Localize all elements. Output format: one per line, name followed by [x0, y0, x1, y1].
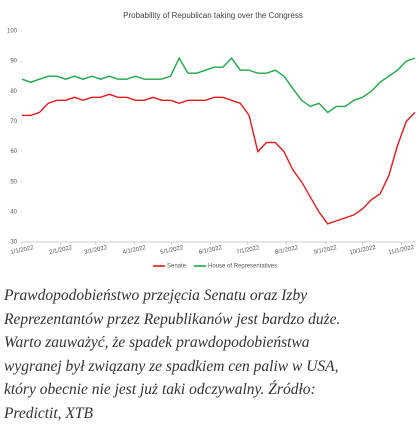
x-tick-label: 7/1/2022 — [236, 245, 261, 256]
x-tick-label: 8/1/2022 — [275, 245, 300, 256]
series-line — [22, 93, 416, 225]
x-tick-label: 6/1/2022 — [198, 245, 223, 256]
caption-line: który obecnie nie jest już taki odczywal… — [4, 381, 316, 398]
chart: Probability of Republican taking over th… — [7, 11, 416, 270]
y-tick-label: 90 — [10, 59, 17, 65]
series-line — [21, 56, 416, 114]
caption: Prawdopodobieństwo przejęcia Senatu oraz… — [4, 284, 419, 425]
y-tick-label: 70 — [10, 119, 17, 125]
caption-line: Predictit, XTB — [4, 404, 93, 422]
caption-line: Prawdopodobieństwo przejęcia Senatu oraz… — [4, 287, 308, 304]
y-tick-label: 40 — [10, 209, 17, 215]
x-tick-label: 3/1/2022 — [84, 245, 109, 256]
x-tick-label: 2/1/2022 — [49, 245, 74, 256]
x-tick-label: 4/1/2022 — [122, 245, 147, 256]
caption-line: wygranej był związany ze spadkiem cen pa… — [4, 357, 339, 375]
caption-line: Warto zauważyć, że spadek prawdopodobień… — [4, 334, 310, 351]
x-tick-label: 5/1/2022 — [160, 245, 185, 256]
y-tick-label: 30 — [10, 240, 17, 246]
y-tick-label: 80 — [10, 89, 17, 95]
caption-line: Reprezentantów przez Republikanów jest b… — [4, 310, 341, 328]
y-tick-label: 50 — [10, 179, 17, 185]
y-tick-label: 60 — [10, 149, 17, 155]
x-tick-label: 11/1/2022 — [388, 245, 416, 256]
x-tick-label: 9/1/2022 — [313, 245, 338, 256]
x-tick-label: 1/1/2022 — [10, 245, 35, 256]
legend-label: House of Representatives — [208, 264, 277, 270]
legend-label: Senate — [167, 264, 187, 270]
y-tick-label: 100 — [7, 29, 18, 35]
chart-title: Probability of Republican taking over th… — [123, 11, 303, 20]
x-tick-label: 10/1/2022 — [349, 245, 377, 257]
